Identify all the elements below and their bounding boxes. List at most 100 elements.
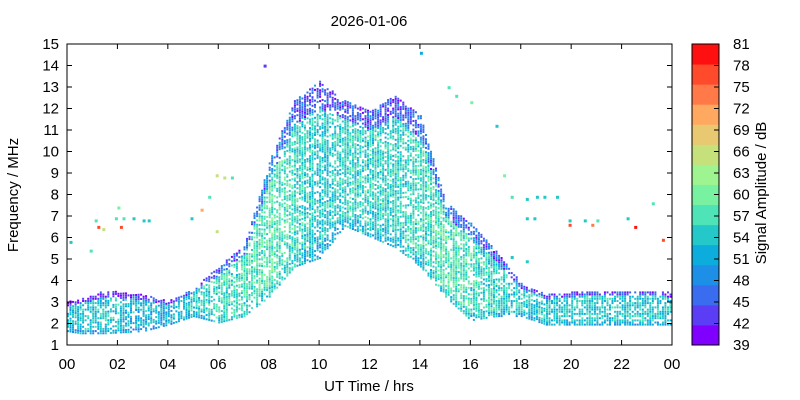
heatmap-cell xyxy=(225,280,228,283)
heatmap-cell xyxy=(442,230,445,233)
heatmap-cell xyxy=(266,265,269,268)
heatmap-cell xyxy=(430,170,432,173)
heatmap-cell xyxy=(329,220,332,223)
heatmap-cell xyxy=(432,171,435,173)
heatmap-cell xyxy=(387,116,390,119)
heatmap-cell xyxy=(399,116,402,119)
heatmap-cell xyxy=(125,324,127,327)
heatmap-cell xyxy=(440,220,443,223)
heatmap-cell xyxy=(425,198,427,201)
heatmap-cell xyxy=(346,124,349,127)
heatmap-cell xyxy=(94,306,97,309)
heatmap-cell xyxy=(223,305,226,308)
heatmap-cell xyxy=(271,161,274,164)
heatmap-cell xyxy=(321,189,324,192)
heatmap-cell xyxy=(361,187,364,190)
heatmap-cell xyxy=(344,216,347,219)
heatmap-cell xyxy=(276,189,279,192)
heatmap-cell xyxy=(344,168,347,171)
heatmap-cell xyxy=(339,183,342,186)
heatmap-cell xyxy=(301,153,304,156)
heatmap-cell xyxy=(445,259,448,262)
heatmap-cell xyxy=(419,162,422,165)
heatmap-cell xyxy=(334,106,337,109)
heatmap-cell xyxy=(402,204,405,207)
heatmap-cell xyxy=(372,176,374,179)
heatmap-cell xyxy=(445,293,448,296)
heatmap-cell xyxy=(278,163,281,166)
heatmap-cell xyxy=(432,274,435,277)
heatmap-cell xyxy=(392,154,395,157)
heatmap-cell xyxy=(445,218,448,221)
heatmap-cell xyxy=(419,149,422,152)
heatmap-cell xyxy=(389,224,392,227)
heatmap-cell xyxy=(74,331,77,334)
heatmap-cell xyxy=(256,234,259,237)
heatmap-cell xyxy=(293,205,296,208)
heatmap-cell xyxy=(309,256,311,259)
heatmap-cell xyxy=(412,180,415,183)
heatmap-cell xyxy=(304,150,306,153)
heatmap-cell xyxy=(354,209,357,212)
heatmap-cell xyxy=(412,214,415,217)
heatmap-cell xyxy=(314,211,316,214)
heatmap-cell xyxy=(435,206,437,209)
heatmap-cell xyxy=(462,273,465,276)
heatmap-cell xyxy=(455,234,458,237)
heatmap-cell xyxy=(230,316,233,319)
heatmap-cell xyxy=(334,226,337,229)
heatmap-cell xyxy=(119,294,122,297)
heatmap-cell xyxy=(288,230,291,233)
heatmap-cell xyxy=(291,242,294,245)
heatmap-cell xyxy=(331,236,334,239)
heatmap-cell xyxy=(359,177,362,180)
heatmap-cell xyxy=(427,152,430,155)
heatmap-cell xyxy=(135,319,138,322)
heatmap-cell xyxy=(291,262,294,265)
heatmap-cell xyxy=(253,253,256,256)
heatmap-cell xyxy=(258,258,261,261)
heatmap-cell xyxy=(372,215,374,218)
heatmap-cell xyxy=(273,220,276,223)
heatmap-cell xyxy=(268,196,271,199)
heatmap-cell xyxy=(268,209,271,212)
heatmap-cell xyxy=(399,209,402,212)
heatmap-cell xyxy=(412,208,415,211)
heatmap-cell xyxy=(122,307,125,310)
heatmap-cell xyxy=(460,226,463,228)
heatmap-cell xyxy=(346,148,349,151)
heatmap-cell xyxy=(450,223,453,225)
heatmap-cell xyxy=(344,138,347,141)
heatmap-cell xyxy=(130,307,132,310)
heatmap-cell xyxy=(278,182,281,185)
heatmap-cell xyxy=(326,101,329,104)
heatmap-cell xyxy=(412,227,415,230)
heatmap-cell xyxy=(364,151,367,154)
heatmap-cell xyxy=(291,141,294,144)
heatmap-cell xyxy=(329,162,332,165)
heatmap-cell xyxy=(74,309,77,312)
heatmap-cell xyxy=(319,145,322,148)
heatmap-cell xyxy=(339,186,342,189)
heatmap-cell xyxy=(301,123,304,126)
heatmap-cell xyxy=(462,265,465,267)
heatmap-cell xyxy=(286,244,289,247)
heatmap-cell xyxy=(349,132,352,135)
heatmap-cell xyxy=(404,133,407,136)
heatmap-cell xyxy=(354,130,357,133)
heatmap-cell xyxy=(432,181,435,184)
heatmap-cell xyxy=(354,115,357,118)
heatmap-cell xyxy=(286,218,289,221)
heatmap-cell xyxy=(324,93,327,96)
heatmap-cell xyxy=(361,167,364,170)
heatmap-cell xyxy=(152,299,155,302)
heatmap-cell xyxy=(369,186,372,188)
heatmap-cell xyxy=(414,139,417,142)
heatmap-cell xyxy=(316,118,319,121)
heatmap-cell xyxy=(374,168,377,171)
heatmap-cell xyxy=(455,264,458,267)
heatmap-cell xyxy=(369,173,372,176)
heatmap-cell xyxy=(435,229,437,232)
heatmap-cell xyxy=(145,329,148,332)
heatmap-cell xyxy=(288,198,291,201)
